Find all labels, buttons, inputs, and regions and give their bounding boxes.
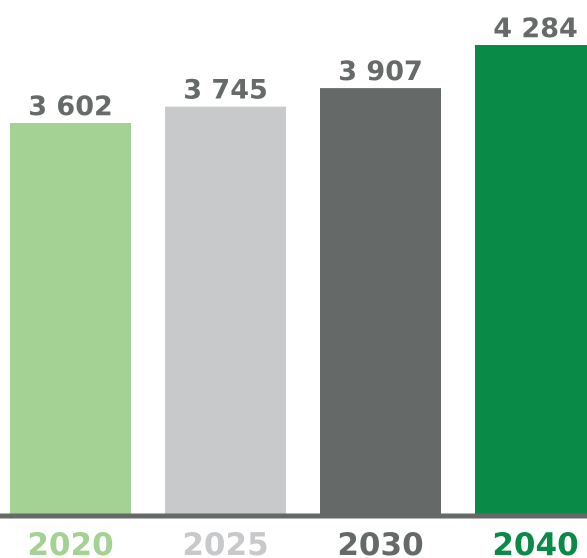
category-label-2030: 2030 [337,527,423,558]
value-label-2040: 4 284 [493,13,578,44]
bars-group [10,45,587,514]
category-label-2020: 2020 [27,527,113,558]
value-labels-group: 3 602 3 745 3 907 4 284 [28,13,578,122]
bar-2030 [320,88,441,514]
bar-2020 [10,123,131,514]
category-label-2040: 2040 [492,527,578,558]
value-label-2025: 3 745 [183,75,268,106]
value-label-2030: 3 907 [338,56,423,87]
bar-2040 [475,45,587,514]
category-label-2025: 2025 [182,527,268,558]
bar-2025 [165,106,286,514]
value-label-2020: 3 602 [28,91,113,122]
category-labels-group: 2020 2025 2030 2040 [27,527,578,558]
